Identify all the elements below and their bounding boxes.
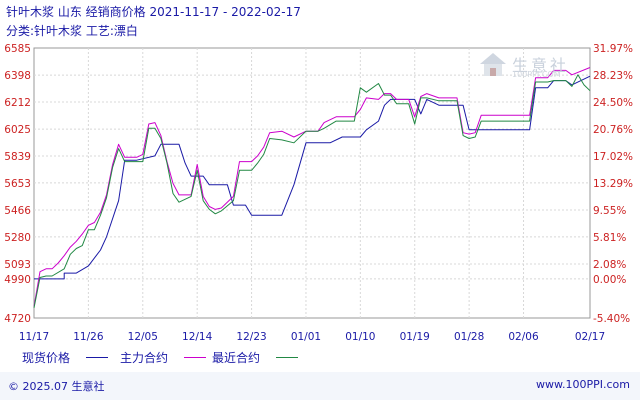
series-line xyxy=(34,75,591,280)
watermark-text: 生意社 xyxy=(512,56,570,75)
x-tick: 12/14 xyxy=(182,331,213,343)
chart-title: 针叶木浆 山东 经销商价格 2021-11-17 - 2022-02-17 xyxy=(6,5,301,19)
y-tick-left: 5839 xyxy=(4,151,31,163)
x-tick: 12/23 xyxy=(236,331,266,343)
y-tick-left: 4720 xyxy=(4,313,31,325)
series-line xyxy=(33,67,591,307)
series-line xyxy=(33,74,591,308)
house-logo-icon xyxy=(480,53,506,76)
x-tick: 01/10 xyxy=(345,331,375,343)
y-tick-left: 5466 xyxy=(4,205,31,217)
y-tick-left: 6398 xyxy=(4,70,31,82)
y-tick-right: 17.02% xyxy=(593,151,633,163)
x-tick: 11/17 xyxy=(19,331,49,343)
x-tick: 01/19 xyxy=(400,331,430,343)
legend-main-label: 主力合约 xyxy=(120,351,169,365)
legend-recent-swatch xyxy=(276,357,298,358)
footer-site-link[interactable]: www.100PPI.com xyxy=(536,378,630,391)
grid xyxy=(33,47,591,319)
chart-subtitle: 分类:针叶木浆 工艺:漂白 xyxy=(6,24,138,38)
x-tick: 01/28 xyxy=(454,331,484,343)
watermark-url: 100PPI.COM xyxy=(512,70,561,79)
y-tick-right: 5.81% xyxy=(593,232,626,244)
x-tick: 02/17 xyxy=(575,331,605,343)
legend-spot-swatch xyxy=(86,357,108,358)
legend-recent-label: 最近合约 xyxy=(212,351,261,365)
y-tick-left: 5653 xyxy=(4,178,31,190)
legend-main-swatch xyxy=(184,357,206,358)
y-tick-left: 4990 xyxy=(4,274,31,286)
y-tick-left: 6212 xyxy=(4,97,31,109)
x-tick: 01/01 xyxy=(291,331,321,343)
x-tick: 02/06 xyxy=(508,331,539,343)
y-tick-right: 20.76% xyxy=(593,124,633,136)
y-tick-left: 5280 xyxy=(4,232,31,244)
y-tick-right: 28.23% xyxy=(593,70,633,82)
y-tick-right: 13.29% xyxy=(593,178,633,190)
series-lines xyxy=(33,67,591,308)
footer-band xyxy=(0,372,640,400)
y-tick-right: -5.40% xyxy=(593,313,630,325)
footer-copyright: © 2025.07 生意社 xyxy=(8,380,105,393)
x-tick: 11/26 xyxy=(73,331,104,343)
y-tick-left: 5093 xyxy=(4,259,31,271)
y-tick-right: 31.97% xyxy=(593,43,633,55)
x-tick: 12/05 xyxy=(128,331,158,343)
y-tick-left: 6585 xyxy=(4,43,31,55)
y-tick-right: 2.08% xyxy=(593,259,626,271)
axes: 4720 -5.40% 4990 0.00% 5093 2.08% 5280 5.81% 546… xyxy=(4,43,633,343)
y-tick-right: 24.50% xyxy=(593,97,633,109)
legend-spot-label: 现货价格 xyxy=(22,351,71,365)
y-tick-right: 9.55% xyxy=(593,205,626,217)
y-tick-left: 6025 xyxy=(4,124,31,136)
y-tick-right: 0.00% xyxy=(593,274,626,286)
watermark-logo: 生意社 100PPI.COM xyxy=(478,50,598,80)
